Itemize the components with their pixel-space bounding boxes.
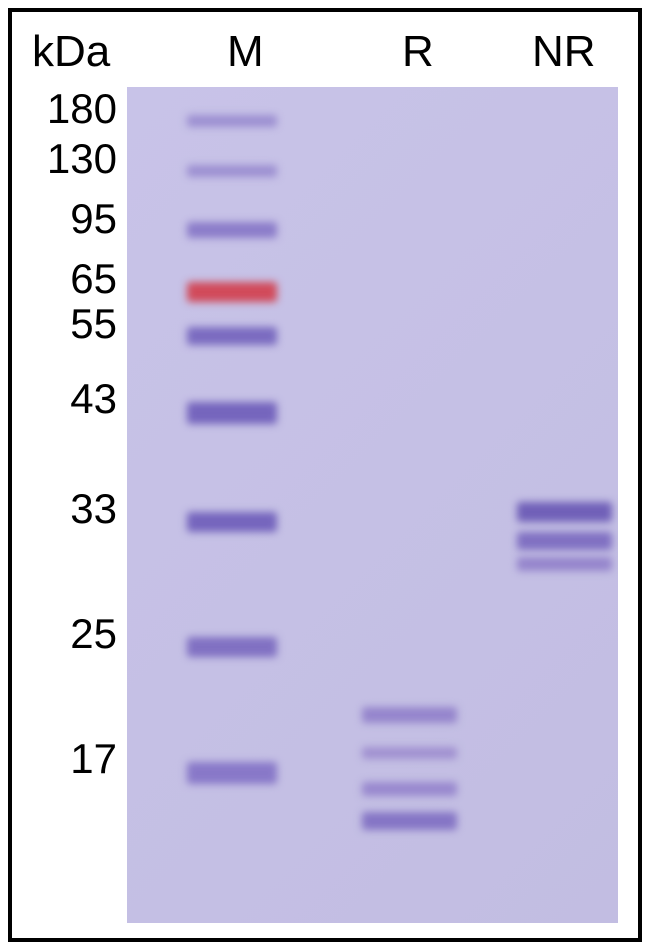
mw-label-180: 180 bbox=[17, 85, 117, 133]
gel-frame: kDa M R NR 180130 95 6555 43 33 25 17 bbox=[8, 8, 642, 942]
mw-label-33: 33 bbox=[17, 485, 117, 533]
marker-band-7 bbox=[187, 637, 277, 657]
nonreduced-band-2 bbox=[517, 557, 612, 571]
reduced-band-1 bbox=[362, 747, 457, 759]
mw-label-25: 25 bbox=[17, 610, 117, 658]
mw-label-55: 55 bbox=[17, 300, 117, 348]
marker-band-4 bbox=[187, 327, 277, 345]
reduced-band-3 bbox=[362, 812, 457, 830]
marker-band-3 bbox=[187, 282, 277, 302]
nonreduced-band-0 bbox=[517, 502, 612, 522]
reduced-band-0 bbox=[362, 707, 457, 723]
gel-matrix bbox=[127, 87, 618, 923]
marker-band-6 bbox=[187, 512, 277, 532]
lane-label-reduced: R bbox=[402, 27, 434, 77]
marker-band-1 bbox=[187, 165, 277, 177]
marker-band-0 bbox=[187, 115, 277, 127]
mw-label-65: 65 bbox=[17, 255, 117, 303]
mw-label-130: 130 bbox=[17, 135, 117, 183]
mw-label-17: 17 bbox=[17, 735, 117, 783]
reduced-band-2 bbox=[362, 782, 457, 796]
lane-label-nonreduced: NR bbox=[532, 27, 596, 77]
marker-band-8 bbox=[187, 762, 277, 784]
marker-band-2 bbox=[187, 222, 277, 238]
mw-label-43: 43 bbox=[17, 375, 117, 423]
nonreduced-band-1 bbox=[517, 532, 612, 550]
unit-label: kDa bbox=[32, 27, 110, 77]
lane-label-marker: M bbox=[227, 27, 264, 77]
marker-band-5 bbox=[187, 402, 277, 424]
mw-label-95: 95 bbox=[17, 195, 117, 243]
lane-header-row: kDa M R NR bbox=[12, 12, 638, 92]
